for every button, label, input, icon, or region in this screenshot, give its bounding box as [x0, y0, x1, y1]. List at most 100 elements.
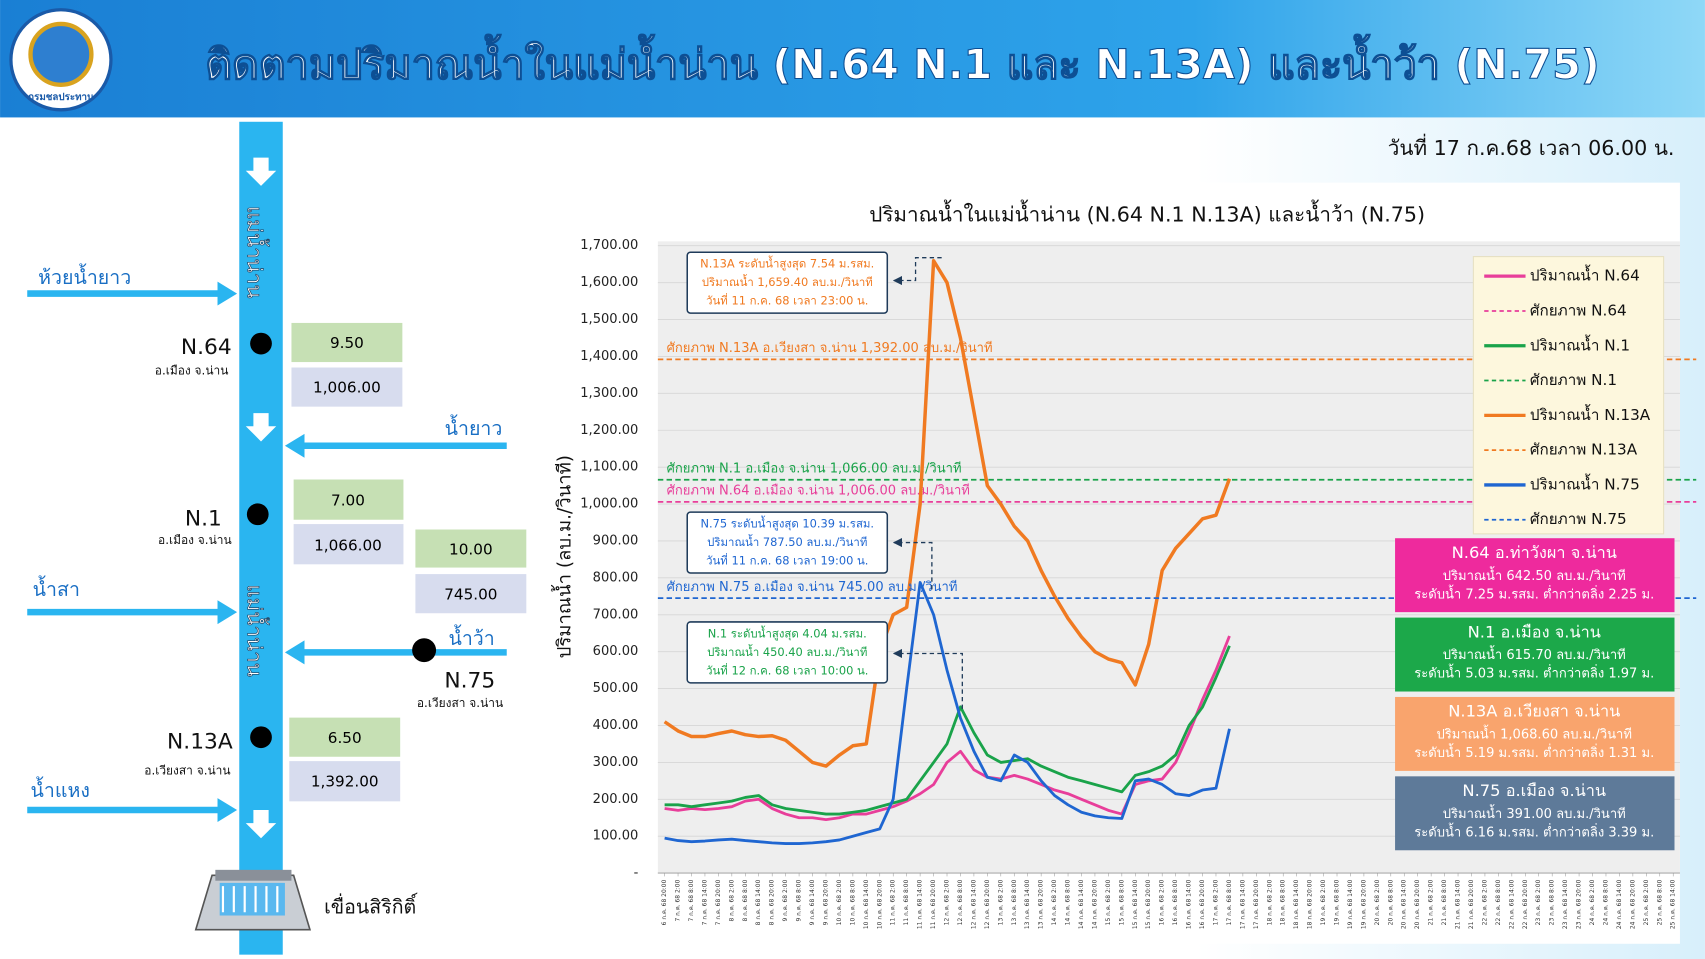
x-tick-label: 23 ก.ค. 68 14:00 [1562, 879, 1569, 929]
x-tick-label: 18 ก.ค. 68 14:00 [1293, 879, 1300, 929]
dam-icon [194, 869, 312, 931]
tributary-label: น้ำแหง [31, 776, 90, 802]
river-name: แม่น้ำน่าน [242, 584, 269, 676]
x-tick-label: 11 ก.ค. 68 20:00 [930, 879, 937, 929]
summary-line: ระดับน้ำ 6.16 ม.รสม. ต่ำกว่าตลิ่ง 3.39 ม… [1414, 822, 1654, 840]
summary-box [1395, 776, 1675, 851]
legend-label: ศักยภาพ N.1 [1530, 371, 1617, 389]
summary-line: ปริมาณน้ำ 1,068.60 ลบ.ม./วินาที [1437, 725, 1632, 743]
x-tick-label: 20 ก.ค. 68 14:00 [1401, 879, 1408, 929]
x-tick-label: 23 ก.ค. 68 20:00 [1576, 879, 1583, 929]
river-diagram: แม่น้ำน่าน แม่น้ำน่าน ห้วยน้ำยาว น้ำยาว … [27, 121, 527, 955]
series-line [663, 258, 1232, 768]
callout-connector [892, 537, 933, 590]
x-tick-label: 23 ก.ค. 68 8:00 [1549, 879, 1556, 925]
station-dot [250, 332, 272, 355]
x-tick-label: 25 ก.ค. 68 14:00 [1670, 879, 1677, 929]
callout-connector [892, 648, 963, 709]
summary-line: ระดับน้ำ 7.25 ม.รสม. ต่ำกว่าตลิ่ง 2.25 ม… [1414, 584, 1654, 602]
tributary-label: น้ำสา [33, 575, 80, 601]
y-tick-label: 1,300.00 [580, 386, 638, 401]
x-tick-label: 13 ก.ค. 68 8:00 [1011, 879, 1018, 925]
y-tick-label: 300.00 [593, 755, 639, 770]
x-tick-label: 9 ก.ค. 68 14:00 [809, 879, 816, 925]
x-tick-label: 6 ก.ค. 68 20:00 [661, 879, 668, 925]
value-box [289, 717, 401, 757]
flow-arrow [245, 810, 277, 839]
legend-label: ศักยภาพ N.75 [1530, 510, 1627, 528]
y-tick-label: 900.00 [593, 533, 639, 548]
dam-label: เขื่อนสิริกิติ์ [324, 892, 418, 918]
x-tick-label: 9 ก.ค. 68 2:00 [782, 879, 789, 921]
legend-label: ปริมาณน้ำ N.75 [1530, 473, 1640, 493]
summary-line: ปริมาณน้ำ 615.70 ลบ.ม./วินาที [1443, 645, 1626, 663]
station-value: 1,066.00 [314, 536, 382, 554]
tributary-arrow [284, 640, 507, 665]
x-tick-label: 10 ก.ค. 68 2:00 [836, 879, 843, 925]
summary-line: ระดับน้ำ 5.19 ม.รสม. ต่ำกว่าตลิ่ง 1.31 ม… [1414, 743, 1654, 761]
y-tick-label: 400.00 [593, 718, 639, 733]
x-tick-label: 24 ก.ค. 68 14:00 [1616, 879, 1623, 929]
x-tick-label: 7 ก.ค. 68 20:00 [715, 879, 722, 925]
x-tick-label: 16 ก.ค. 68 2:00 [1159, 879, 1166, 925]
x-tick-label: 21 ก.ค. 68 8:00 [1441, 879, 1448, 925]
x-tick-label: 16 ก.ค. 68 8:00 [1172, 879, 1179, 925]
value-box [293, 524, 404, 565]
summary-line: ปริมาณน้ำ 391.00 ลบ.ม./วินาที [1443, 804, 1626, 822]
y-tick-label: 1,200.00 [580, 423, 638, 438]
series-line [664, 645, 1231, 816]
station-dot [250, 726, 272, 749]
x-tick-label: 9 ก.ค. 68 20:00 [822, 879, 829, 925]
chart-title: ปริมาณน้ำในแม่น้ำน่าน (N.64 N.1 N.13A) แ… [869, 199, 1425, 226]
tributary-arrow [27, 281, 238, 306]
date: วันที่ 17 ก.ค.68 เวลา 06.00 น. [1388, 134, 1675, 160]
x-tick-label: 24 ก.ค. 68 20:00 [1629, 879, 1636, 929]
tributary-arrow [27, 600, 238, 625]
page-title: ติดตามปริมาณน้ำในแม่น้ำน่าน (N.64 N.1 แล… [205, 33, 1600, 88]
logo-emblem [28, 21, 94, 87]
x-tick-label: 14 ก.ค. 68 20:00 [1091, 879, 1098, 929]
legend-label: ศักยภาพ N.13A [1530, 441, 1638, 459]
station-value: 745.00 [444, 585, 497, 603]
callout-text: N.13A ระดับน้ำสูงสุด 7.54 ม.รสม. [700, 256, 874, 271]
callout-box [686, 251, 889, 314]
summary-box [1395, 617, 1675, 692]
tributary-arrow [284, 433, 507, 458]
x-tick-label: 21 ก.ค. 68 20:00 [1468, 879, 1475, 929]
station-location: อ.เมือง จ.น่าน [155, 363, 229, 377]
x-tick-label: 24 ก.ค. 68 2:00 [1589, 879, 1596, 925]
summary-box [1395, 538, 1675, 613]
x-tick-label: 12 ก.ค. 68 2:00 [944, 879, 951, 925]
reference-label: ศักยภาพ N.1 อ.เมือง จ.น่าน 1,066.00 ลบ.ม… [667, 460, 962, 476]
y-tick-label: 200.00 [593, 792, 639, 807]
x-tick-label: 8 ก.ค. 68 14:00 [755, 879, 762, 925]
x-tick-label: 21 ก.ค. 68 14:00 [1455, 879, 1462, 929]
x-tick-label: 9 ก.ค. 68 8:00 [796, 879, 803, 921]
x-tick-label: 24 ก.ค. 68 8:00 [1602, 879, 1609, 925]
x-tick-label: 15 ก.ค. 68 8:00 [1118, 879, 1125, 925]
station-dot [412, 638, 437, 663]
x-tick-label: 17 ก.ค. 68 14:00 [1239, 879, 1246, 929]
reference-label: ศักยภาพ N.75 อ.เมือง จ.น่าน 745.00 ลบ.ม.… [667, 579, 958, 595]
x-tick-label: 14 ก.ค. 68 14:00 [1078, 879, 1085, 929]
callout-text: วันที่ 12 ก.ค. 68 เวลา 10:00 น. [706, 662, 868, 677]
tributary-arrow [27, 798, 238, 822]
x-tick-label: 21 ก.ค. 68 2:00 [1428, 879, 1435, 925]
reference-label: ศักยภาพ N.64 อ.เมือง จ.น่าน 1,006.00 ลบ.… [667, 482, 970, 498]
series-line [664, 581, 1231, 845]
x-tick-label: 18 ก.ค. 68 20:00 [1307, 879, 1314, 929]
x-tick-label: 8 ก.ค. 68 8:00 [742, 879, 749, 921]
river-name: แม่น้ำน่าน [242, 206, 269, 298]
x-tick-label: 20 ก.ค. 68 2:00 [1374, 879, 1381, 925]
summary-title: N.1 อ.เมือง จ.น่าน [1468, 622, 1601, 641]
value-box [289, 761, 401, 802]
station-value: 1,392.00 [311, 772, 379, 790]
x-tick-label: 13 ก.ค. 68 2:00 [997, 879, 1004, 925]
y-tick-label: 1,500.00 [580, 312, 638, 327]
x-tick-label: 25 ก.ค. 68 8:00 [1656, 879, 1663, 925]
x-tick-label: 16 ก.ค. 68 14:00 [1186, 879, 1193, 929]
station-location: อ.เวียงสา จ.น่าน [417, 696, 503, 710]
y-tick-label: 700.00 [593, 607, 639, 622]
value-box [415, 529, 527, 568]
